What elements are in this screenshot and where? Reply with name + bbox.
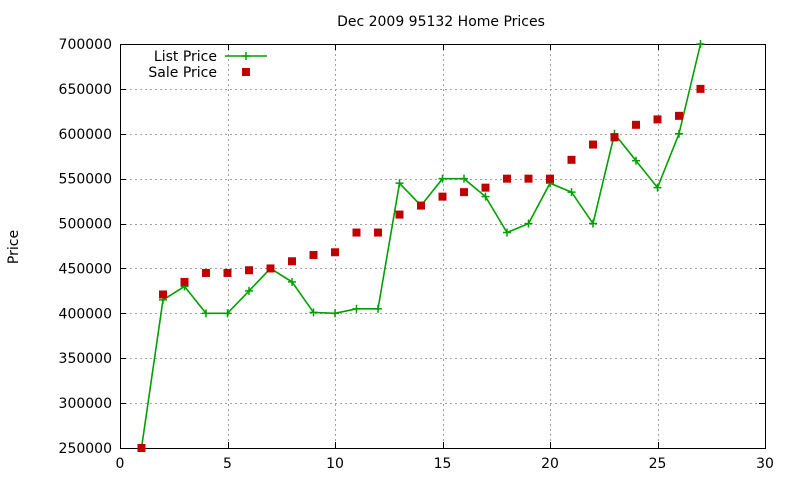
y-tick-label: 600000 bbox=[59, 127, 112, 143]
list-price-point bbox=[481, 192, 490, 201]
sale-price-point bbox=[589, 140, 597, 149]
grid-lines bbox=[120, 44, 765, 448]
sale-price-point bbox=[352, 228, 361, 237]
list-price-point bbox=[223, 309, 232, 318]
sale-price-point bbox=[223, 268, 232, 277]
sale-price-point bbox=[288, 257, 296, 266]
x-tick-label: 25 bbox=[649, 456, 667, 472]
y-tick-label: 700000 bbox=[59, 37, 112, 53]
sale-price-point bbox=[417, 201, 425, 210]
legend-square-sample bbox=[242, 68, 250, 76]
sale-price-point bbox=[137, 444, 146, 452]
list-price-point bbox=[653, 183, 662, 192]
list-price-point bbox=[309, 308, 318, 317]
list-price-point bbox=[352, 304, 361, 313]
series-0 bbox=[137, 40, 705, 452]
y-tick-label: 400000 bbox=[59, 306, 112, 322]
x-tick-label: 10 bbox=[326, 456, 344, 472]
list-price-point bbox=[288, 277, 296, 286]
y-tick-label: 450000 bbox=[59, 261, 112, 277]
list-price-point bbox=[589, 219, 597, 228]
x-tick-label: 15 bbox=[434, 456, 452, 472]
sale-price-point bbox=[245, 266, 253, 275]
y-axis-label: Price bbox=[6, 230, 22, 264]
sale-price-point bbox=[202, 268, 210, 277]
list-price-point bbox=[632, 156, 640, 165]
sale-price-point bbox=[395, 210, 404, 219]
sale-price-point bbox=[567, 155, 576, 164]
list-price-point bbox=[524, 219, 533, 228]
list-price-point bbox=[331, 309, 339, 318]
sale-price-point bbox=[503, 174, 511, 183]
list-price-point bbox=[374, 304, 382, 313]
sale-price-point bbox=[675, 111, 683, 120]
series-layer bbox=[137, 40, 705, 452]
y-tick-label: 350000 bbox=[59, 351, 112, 367]
sale-price-point bbox=[460, 188, 468, 197]
x-tick-label: 0 bbox=[116, 456, 125, 472]
list-price-point bbox=[503, 228, 511, 237]
y-tick-label: 300000 bbox=[59, 396, 112, 412]
list-price-point bbox=[202, 309, 210, 318]
y-tick-label: 550000 bbox=[59, 172, 112, 188]
sale-price-point bbox=[331, 248, 339, 257]
list-price-point bbox=[696, 40, 705, 48]
sale-price-point bbox=[632, 120, 640, 129]
legend-plus-sample bbox=[242, 52, 250, 60]
sale-price-point bbox=[374, 228, 382, 237]
list-price-point bbox=[675, 129, 683, 138]
y-tick-label: 650000 bbox=[59, 82, 112, 98]
sale-price-point bbox=[610, 133, 619, 142]
sale-price-point bbox=[546, 174, 554, 183]
y-tick-label: 500000 bbox=[59, 217, 112, 233]
sale-price-point bbox=[159, 290, 167, 299]
x-tick-label: 5 bbox=[223, 456, 232, 472]
list-price-point bbox=[395, 179, 404, 188]
sale-price-point bbox=[653, 115, 662, 124]
list-price-point bbox=[567, 188, 576, 197]
sale-price-point bbox=[524, 174, 533, 183]
series-1 bbox=[137, 84, 705, 452]
list-price-line bbox=[140, 43, 702, 449]
x-tick-label: 30 bbox=[756, 456, 774, 472]
list-price-point bbox=[438, 174, 447, 183]
x-tick-label: 20 bbox=[541, 456, 559, 472]
legend-label: List Price bbox=[154, 49, 217, 65]
sale-price-point bbox=[438, 192, 447, 201]
list-price-point bbox=[245, 286, 253, 295]
sale-price-point bbox=[481, 183, 490, 192]
sale-price-point bbox=[266, 264, 275, 273]
list-price-point bbox=[460, 174, 468, 183]
axes: 250000 300000 350000 400000 450000 500000 5500… bbox=[59, 37, 774, 472]
sale-price-point bbox=[180, 277, 189, 286]
sale-price-point bbox=[696, 84, 705, 93]
y-tick-label: 250000 bbox=[59, 441, 112, 457]
legend-label: Sale Price bbox=[148, 65, 217, 81]
chart-title: Dec 2009 95132 Home Prices bbox=[337, 14, 545, 30]
sale-price-point bbox=[309, 250, 318, 259]
